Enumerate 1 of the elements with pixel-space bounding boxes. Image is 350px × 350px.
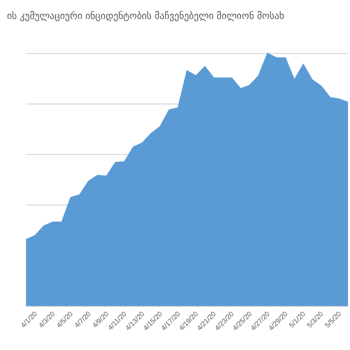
chart-title: ის კუმულაციური ინციდენტობის მაჩვენებელი მილიონ მოსახ [7,10,284,22]
